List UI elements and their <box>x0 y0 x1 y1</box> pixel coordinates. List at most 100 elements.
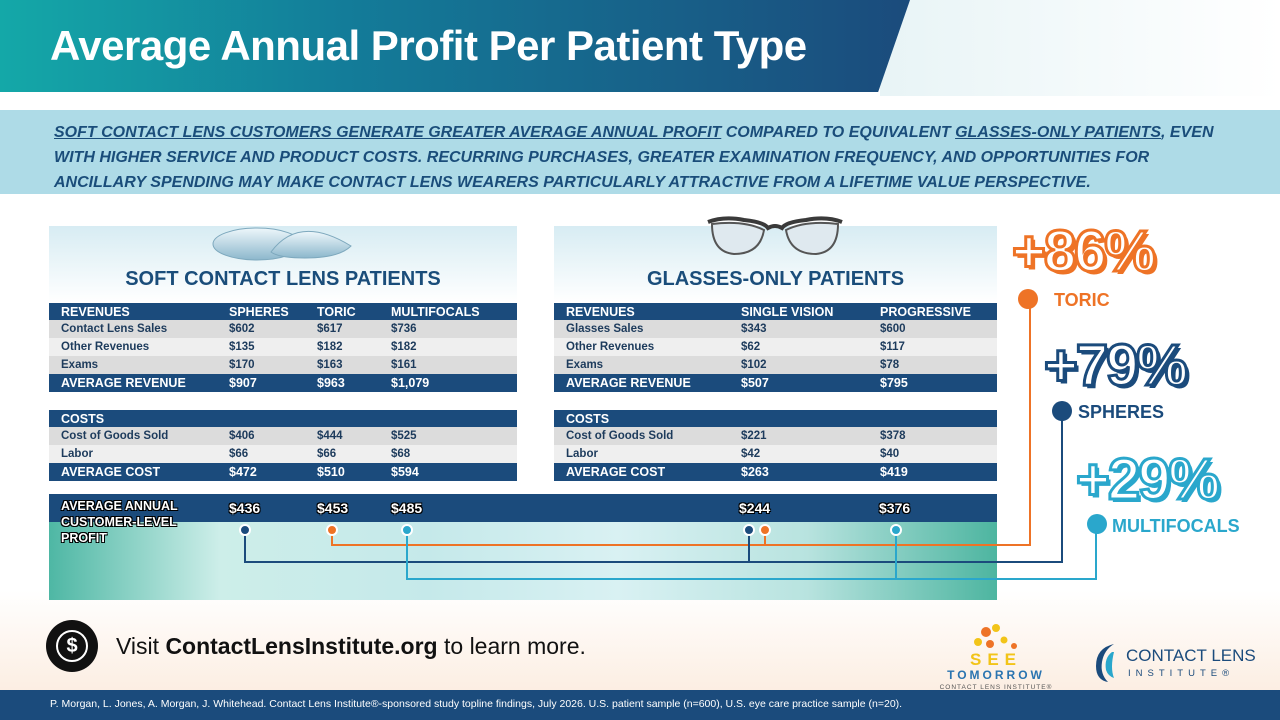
row-label: Exams <box>554 356 729 374</box>
header-cell: REVENUES <box>49 303 217 320</box>
row-label: Contact Lens Sales <box>49 320 217 338</box>
table-cell: $135 <box>217 338 305 356</box>
table-cell: $594 <box>379 463 517 481</box>
contact-lens-panel: SOFT CONTACT LENS PATIENTS REVENUES SPHE… <box>49 226 517 482</box>
logo-dots-icon <box>974 624 1017 649</box>
cli-line-2: INSTITUTE® <box>1128 668 1235 679</box>
table-cell: $182 <box>379 338 517 356</box>
contact-lens-icon <box>212 227 352 261</box>
profit-multifocals: $485 <box>391 500 423 516</box>
table-total-row: AVERAGE COST $263 $419 <box>554 463 997 481</box>
table-cell: $163 <box>305 356 379 374</box>
intro-highlight-contacts: SOFT CONTACT LENS CUSTOMERS GENERATE GRE… <box>54 124 722 141</box>
intro-text-2: COMPARED TO EQUIVALENT <box>721 124 956 141</box>
table-cell: $40 <box>868 445 997 463</box>
toric-connector <box>331 300 1031 546</box>
see-tomorrow-logo: SEE TOMORROW CONTACT LENS INSTITUTE® <box>926 622 1066 691</box>
row-label: Cost of Goods Sold <box>49 427 217 445</box>
table-total-row: AVERAGE COST $472 $510 $594 <box>49 463 517 481</box>
table-cell: $507 <box>729 374 868 392</box>
table-row: Glasses Sales $343 $600 <box>554 320 997 338</box>
table-cell: $263 <box>729 463 868 481</box>
spheres-connector <box>244 412 1063 563</box>
profit-toric: $453 <box>317 500 349 516</box>
see-word: SEE <box>969 650 1023 669</box>
contact-lens-institute-logo: CONTACT LENS INSTITUTE® <box>1092 638 1262 686</box>
table-cell: $907 <box>217 374 305 392</box>
multifocals-big-dot <box>1087 514 1107 534</box>
table-cell: $378 <box>868 427 997 445</box>
spheres-percent: +79% <box>1043 332 1190 400</box>
multifocals-connector <box>406 525 1097 580</box>
multifocals-percent-label: MULTIFOCALS <box>1112 516 1240 536</box>
cli-logo-mark-icon <box>1096 644 1114 682</box>
table-cell: $343 <box>729 320 868 338</box>
table-cell: $221 <box>729 427 868 445</box>
spheres-big-dot <box>1052 401 1072 421</box>
table-row: Labor $66 $66 $68 <box>49 445 517 463</box>
table-cell: $510 <box>305 463 379 481</box>
glasses-icon <box>707 216 843 256</box>
tomorrow-word: TOMORROW <box>947 668 1045 682</box>
table-total-row: AVERAGE REVENUE $507 $795 <box>554 374 997 392</box>
table-cell: $182 <box>305 338 379 356</box>
toric-dot <box>326 524 338 536</box>
table-header-row: COSTS <box>49 410 517 427</box>
row-label: AVERAGE REVENUE <box>554 374 729 392</box>
footer: P. Morgan, L. Jones, A. Morgan, J. White… <box>0 690 1280 720</box>
table-cell: $78 <box>868 356 997 374</box>
row-label: AVERAGE COST <box>554 463 729 481</box>
intro-text-4: , EVEN WITH HIGHER SERVICE AND PRODUCT C… <box>54 124 1214 191</box>
profit-band: AVERAGE ANNUAL CUSTOMER-LEVEL PROFIT $43… <box>49 494 997 600</box>
table-cell: $62 <box>729 338 868 356</box>
table-cell: $170 <box>217 356 305 374</box>
table-cell: $600 <box>868 320 997 338</box>
table-cell: $1,079 <box>379 374 517 392</box>
header-cell: PROGRESSIVE <box>868 303 997 320</box>
contact-lens-panel-title: SOFT CONTACT LENS PATIENTS <box>125 268 441 290</box>
table-cell: $617 <box>305 320 379 338</box>
profit-single-vision: $244 <box>739 500 771 516</box>
row-label: AVERAGE COST <box>49 463 217 481</box>
toric-percent-label: TORIC <box>1054 290 1110 310</box>
single-vision-spheres-dot <box>743 524 755 536</box>
table-row: Exams $102 $78 <box>554 356 997 374</box>
table-header-row: COSTS <box>554 410 997 427</box>
table-cell: $963 <box>305 374 379 392</box>
table-cell: $406 <box>217 427 305 445</box>
glasses-revenue-table: REVENUES SINGLE VISION PROGRESSIVE Glass… <box>554 303 997 392</box>
dollar-icon: $ <box>46 620 98 672</box>
header-cell: MULTIFOCALS <box>379 303 517 320</box>
table-cell: $602 <box>217 320 305 338</box>
intro-banner: SOFT CONTACT LENS CUSTOMERS GENERATE GRE… <box>0 110 1280 194</box>
cta-suffix: to learn more. <box>437 632 586 659</box>
single-vision-toric-dot <box>759 524 771 536</box>
row-label: Labor <box>554 445 729 463</box>
table-row: Other Revenues $62 $117 <box>554 338 997 356</box>
table-cell: $42 <box>729 445 868 463</box>
table-cell: $68 <box>379 445 517 463</box>
call-to-action: $ Visit ContactLensInstitute.org to lear… <box>46 620 586 672</box>
row-label: Exams <box>49 356 217 374</box>
header-cell: TORIC <box>305 303 379 320</box>
row-label: AVERAGE REVENUE <box>49 374 217 392</box>
header-band <box>0 0 910 92</box>
table-header-row: REVENUES SPHERES TORIC MULTIFOCALS <box>49 303 517 320</box>
table-row: Cost of Goods Sold $221 $378 <box>554 427 997 445</box>
table-cell: $117 <box>868 338 997 356</box>
glasses-panel-title: GLASSES-ONLY PATIENTS <box>646 268 905 290</box>
table-total-row: AVERAGE REVENUE $907 $963 $1,079 <box>49 374 517 392</box>
intro-text: SOFT CONTACT LENS CUSTOMERS GENERATE GRE… <box>54 120 1234 195</box>
progressive-dot <box>890 524 902 536</box>
table-cell: $736 <box>379 320 517 338</box>
cta-text: Visit ContactLensInstitute.org to learn … <box>116 633 586 660</box>
spheres-percent-label: SPHERES <box>1078 402 1165 422</box>
table-header-row: REVENUES SINGLE VISION PROGRESSIVE <box>554 303 997 320</box>
page-title: Average Annual Profit Per Patient Type <box>50 22 807 69</box>
row-label: Labor <box>49 445 217 463</box>
multifocals-percent: +29% <box>1075 446 1222 514</box>
panel-header-bg <box>554 226 997 302</box>
website-link[interactable]: ContactLensInstitute.org <box>165 632 438 659</box>
contacts-revenue-table: REVENUES SPHERES TORIC MULTIFOCALS Conta… <box>49 303 517 392</box>
header-cell: SPHERES <box>217 303 305 320</box>
